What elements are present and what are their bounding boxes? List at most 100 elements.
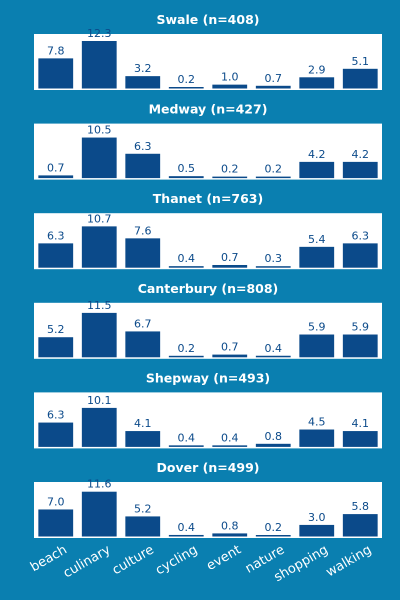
data-label: 6.3	[47, 409, 65, 422]
data-label: 0.4	[178, 252, 196, 265]
bar	[255, 85, 291, 89]
data-label: 0.4	[178, 521, 196, 534]
bar	[342, 243, 378, 268]
data-label: 4.2	[352, 148, 370, 161]
data-label: 5.9	[308, 321, 326, 334]
data-label: 0.4	[178, 431, 196, 444]
bar	[212, 176, 248, 179]
data-label: 6.3	[352, 229, 370, 242]
bar	[38, 337, 74, 358]
data-label: 5.9	[352, 321, 370, 334]
data-label: 5.8	[352, 500, 370, 513]
panel-title: Shepway (n=493)	[146, 370, 270, 385]
bar	[125, 153, 161, 179]
bar	[81, 312, 117, 358]
bar	[342, 334, 378, 358]
bar	[168, 87, 204, 89]
panel-title: Thanet (n=763)	[153, 191, 263, 206]
bar	[255, 355, 291, 358]
data-label: 5.2	[134, 502, 152, 515]
bar	[255, 535, 291, 537]
bar	[168, 355, 204, 358]
data-label: 11.6	[87, 478, 112, 491]
bar	[299, 429, 335, 447]
chart-panel: Canterbury (n=808) 5.2 11.5 6.7 0.2 0.7 0.4 5.9…	[34, 281, 382, 359]
bar	[342, 68, 378, 89]
data-label: 5.2	[47, 323, 65, 336]
bar	[168, 445, 204, 447]
panel-title: Dover (n=499)	[157, 460, 260, 475]
bar	[168, 266, 204, 268]
bar	[38, 58, 74, 89]
data-label: 3.2	[134, 62, 152, 75]
chart-panel: Medway (n=427) 0.7 10.5 6.3 0.5 0.2 0.2 4.2 4.2	[34, 102, 382, 180]
bar	[81, 407, 117, 447]
data-label: 2.9	[308, 63, 326, 76]
data-label: 5.4	[308, 233, 326, 246]
bar	[125, 238, 161, 268]
bar	[38, 243, 74, 268]
data-label: 0.2	[221, 163, 239, 176]
data-label: 0.2	[178, 342, 196, 355]
bar	[81, 491, 117, 537]
data-label: 0.4	[265, 342, 283, 355]
bar	[81, 137, 117, 179]
bar	[81, 226, 117, 268]
panel-title: Medway (n=427)	[149, 102, 268, 117]
bar	[299, 161, 335, 179]
bar	[38, 422, 74, 447]
data-label: 10.5	[87, 124, 112, 137]
data-label: 4.5	[308, 416, 326, 429]
chart-panel: Thanet (n=763) 6.3 10.7 7.6 0.4 0.7 0.3 5.4 6.3	[34, 191, 382, 270]
bar	[299, 77, 335, 89]
data-label: 5.1	[352, 55, 370, 68]
bar	[342, 431, 378, 447]
data-label: 10.1	[87, 394, 112, 407]
bar	[212, 533, 248, 537]
bar	[81, 41, 117, 89]
data-label: 4.1	[352, 417, 370, 430]
data-label: 0.7	[47, 161, 65, 174]
chart-panel: Dover (n=499) 7.0 11.6 5.2 0.4 0.8 0.2 3.0 5.8	[34, 460, 382, 538]
data-label: 7.8	[47, 44, 65, 57]
bar	[125, 516, 161, 537]
bar	[168, 534, 204, 537]
chart-panels: Swale (n=408) 7.8 12.3 3.2 0.2 1.0 0.7 2.9 5.1 Me…	[34, 12, 382, 538]
bar	[342, 161, 378, 179]
data-label: 0.7	[265, 72, 283, 85]
bar	[125, 331, 161, 358]
data-label: 0.2	[265, 163, 283, 176]
panel-title: Swale (n=408)	[157, 12, 260, 27]
bar	[342, 514, 378, 537]
bar	[125, 76, 161, 89]
bar	[299, 334, 335, 358]
bar	[299, 246, 335, 268]
data-label: 6.7	[134, 317, 152, 330]
panel-title: Canterbury (n=808)	[138, 281, 279, 296]
data-label: 1.0	[221, 71, 239, 84]
bar	[212, 84, 248, 89]
data-label: 0.2	[265, 521, 283, 534]
data-label: 6.3	[134, 140, 152, 153]
bar	[212, 264, 248, 268]
chart-panel: Swale (n=408) 7.8 12.3 3.2 0.2 1.0 0.7 2.9 5.1	[34, 12, 382, 90]
data-label: 0.3	[265, 252, 283, 265]
data-label: 12.3	[87, 27, 112, 40]
data-label: 4.2	[308, 148, 326, 161]
data-label: 7.6	[134, 224, 152, 237]
data-label: 7.0	[47, 495, 65, 508]
data-label: 0.8	[265, 430, 283, 443]
data-label: 0.7	[221, 251, 239, 264]
data-label: 3.0	[308, 511, 326, 524]
bar	[125, 431, 161, 447]
bar	[212, 354, 248, 358]
bar	[38, 175, 74, 179]
data-label: 10.7	[87, 212, 112, 225]
data-label: 11.5	[87, 299, 112, 312]
bar	[38, 509, 74, 537]
bar	[255, 176, 291, 179]
bar	[212, 445, 248, 447]
bar	[255, 443, 291, 447]
data-label: 0.5	[178, 162, 196, 175]
